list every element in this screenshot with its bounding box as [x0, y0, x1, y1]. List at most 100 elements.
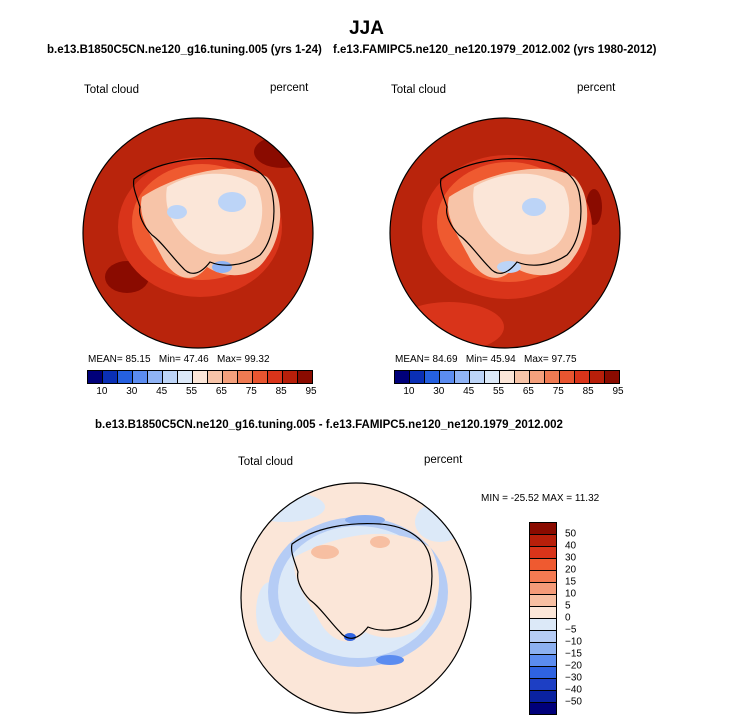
colorbar-tick-label: 55	[492, 386, 505, 397]
colorbar-swatch	[530, 607, 556, 619]
colorbar-tick-label: 10	[96, 386, 108, 397]
panel2-colorbar-ticks: 10 30 45 55 65 75 85 95	[394, 386, 623, 400]
colorbar-swatch	[545, 371, 560, 383]
colorbar-tick-label: 10	[565, 588, 577, 600]
colorbar-tick-label: 75	[245, 386, 257, 397]
colorbar-swatch	[530, 595, 556, 607]
colorbar-swatch	[530, 535, 556, 547]
diff-colorbar-ticks: 50 40 30 20 15 10 5 0 −5 −10 −15 −20 −30 −40 −50	[529, 522, 609, 712]
colorbar-tick-label: 10	[403, 386, 415, 397]
colorbar-swatch	[425, 371, 440, 383]
colorbar-swatch	[193, 371, 208, 383]
colorbar-tick-label: 85	[582, 386, 594, 397]
colorbar-tick-label: 5	[565, 600, 571, 612]
diff-polar-map	[240, 482, 472, 714]
diff-minmax: MIN = -25.52 MAX = 11.32	[481, 493, 600, 504]
colorbar-tick-label: −10	[565, 636, 582, 648]
panel1-units-label: percent	[270, 82, 309, 94]
panel1-stats: MEAN= 85.15 Min= 47.46 Max= 99.32	[88, 354, 270, 365]
colorbar-swatch	[530, 619, 556, 631]
diff-variable-label: Total cloud	[238, 456, 293, 468]
diff-colorbar	[529, 522, 557, 715]
colorbar-swatch	[530, 655, 556, 667]
colorbar-swatch	[530, 691, 556, 703]
colorbar-swatch	[530, 371, 545, 383]
colorbar-swatch	[178, 371, 193, 383]
panel2-stats: MEAN= 84.69 Min= 45.94 Max= 97.75	[395, 354, 577, 365]
colorbar-swatch	[238, 371, 253, 383]
panel1-mean-value: 85.15	[125, 354, 151, 365]
colorbar-tick-label: 0	[565, 612, 571, 624]
colorbar-tick-label: 45	[463, 386, 475, 397]
colorbar-swatch	[88, 371, 103, 383]
panel2-colorbar	[394, 370, 620, 384]
colorbar-tick-label: 30	[565, 552, 577, 564]
colorbar-swatch	[530, 679, 556, 691]
colorbar-swatch	[223, 371, 238, 383]
colorbar-swatch	[410, 371, 425, 383]
colorbar-swatch	[298, 371, 312, 383]
colorbar-tick-label: −40	[565, 684, 582, 696]
colorbar-tick-label: 95	[305, 386, 317, 397]
colorbar-tick-label: 75	[552, 386, 564, 397]
panel1-case-name: b.e13.B1850C5CN.ne120_g16.tuning.005 (yr…	[47, 44, 322, 56]
colorbar-tick-label: −15	[565, 648, 582, 660]
colorbar-swatch	[530, 643, 556, 655]
colorbar-swatch	[530, 583, 556, 595]
colorbar-tick-label: 50	[565, 528, 577, 540]
colorbar-swatch	[133, 371, 148, 383]
colorbar-swatch	[515, 371, 530, 383]
colorbar-swatch	[208, 371, 223, 383]
colorbar-swatch	[575, 371, 590, 383]
colorbar-swatch	[118, 371, 133, 383]
colorbar-tick-label: −30	[565, 672, 582, 684]
colorbar-tick-label: 55	[185, 386, 198, 397]
colorbar-swatch	[103, 371, 118, 383]
colorbar-swatch	[530, 703, 556, 714]
panel2-case-name: f.e13.FAMIPC5.ne120_ne120.1979_2012.002 …	[333, 44, 657, 56]
colorbar-tick-label: 20	[565, 564, 577, 576]
panel2-variable-label: Total cloud	[391, 84, 446, 96]
colorbar-swatch	[283, 371, 298, 383]
colorbar-tick-label: 65	[522, 386, 534, 397]
antarctica-coastline	[132, 158, 275, 274]
colorbar-swatch	[530, 571, 556, 583]
panel2-max-value: 97.75	[551, 354, 577, 365]
colorbar-swatch	[530, 523, 556, 535]
colorbar-tick-label: 85	[275, 386, 287, 397]
panel1-polar-map	[82, 117, 314, 349]
antarctica-coastline	[439, 158, 582, 274]
panel2-units-label: percent	[577, 82, 616, 94]
colorbar-swatch	[530, 547, 556, 559]
plot-title: JJA	[349, 18, 384, 39]
colorbar-swatch	[470, 371, 485, 383]
panel1-colorbar	[87, 370, 313, 384]
panel2-mean-value: 84.69	[432, 354, 458, 365]
colorbar-tick-label: 95	[612, 386, 624, 397]
colorbar-swatch	[500, 371, 515, 383]
colorbar-swatch	[590, 371, 605, 383]
colorbar-swatch	[560, 371, 575, 383]
diff-units-label: percent	[424, 454, 463, 466]
antarctica-coastline	[290, 523, 433, 639]
colorbar-swatch	[485, 371, 500, 383]
colorbar-swatch	[530, 559, 556, 571]
panel1-min-value: 47.46	[183, 354, 209, 365]
panel1-max-value: 99.32	[244, 354, 270, 365]
panel2-polar-map	[389, 117, 621, 349]
colorbar-swatch	[268, 371, 283, 383]
colorbar-swatch	[530, 667, 556, 679]
colorbar-swatch	[440, 371, 455, 383]
colorbar-tick-label: 40	[565, 540, 577, 552]
colorbar-swatch	[530, 631, 556, 643]
colorbar-tick-label: −5	[565, 624, 577, 636]
colorbar-tick-label: 45	[156, 386, 168, 397]
colorbar-swatch	[163, 371, 178, 383]
colorbar-tick-label: 30	[433, 386, 445, 397]
colorbar-swatch	[395, 371, 410, 383]
colorbar-tick-label: −50	[565, 696, 582, 708]
colorbar-swatch	[455, 371, 470, 383]
panel1-colorbar-ticks: 10 30 45 55 65 75 85 95	[87, 386, 316, 400]
colorbar-swatch	[148, 371, 163, 383]
colorbar-tick-label: −20	[565, 660, 582, 672]
